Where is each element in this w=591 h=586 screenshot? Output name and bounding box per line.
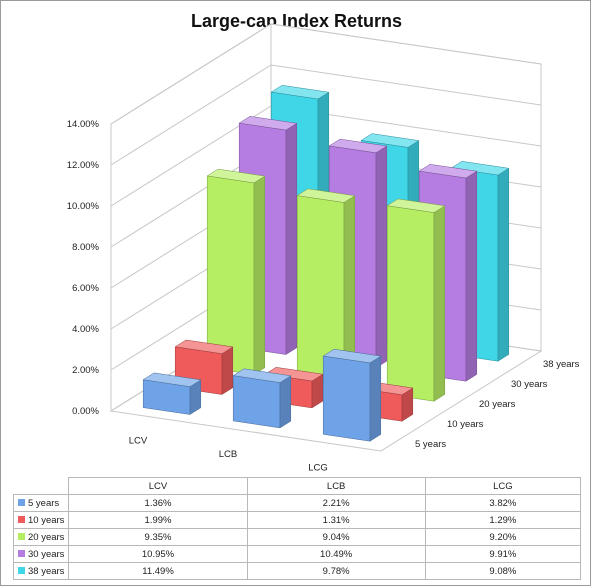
depth-series-label: 20 years xyxy=(479,399,516,410)
bar-lcv-5-years xyxy=(142,372,202,415)
depth-series-label: 10 years xyxy=(447,419,484,430)
bar-top-face xyxy=(174,339,234,354)
table-header-row: LCV LCB LCG xyxy=(13,477,582,495)
bar-top-face xyxy=(142,372,202,387)
table-cell: 9.04% xyxy=(246,528,426,546)
bar-side-face xyxy=(375,145,388,369)
table-cell: 9.78% xyxy=(246,562,426,580)
chart-title: Large-cap Index Returns xyxy=(190,11,403,31)
legend-swatch xyxy=(18,516,25,524)
table-corner xyxy=(13,477,70,495)
bar-lcv-20-years xyxy=(206,168,266,375)
bar-side-face xyxy=(433,205,446,402)
table-cell: 3.82% xyxy=(424,494,582,512)
bar-lcg-5-years xyxy=(322,348,382,442)
legend-swatch xyxy=(18,550,25,558)
legend-entry: 20 years xyxy=(12,528,70,546)
table-cell: 9.91% xyxy=(424,545,582,563)
legend-label: 10 years xyxy=(28,514,65,526)
bar-top-face xyxy=(296,188,356,203)
bar-side-face xyxy=(497,167,510,362)
table-col-header: LCB xyxy=(246,477,426,495)
table-cell: 1.29% xyxy=(424,511,582,529)
bar-front-face xyxy=(386,205,435,402)
x-category-label: LCG xyxy=(308,462,328,471)
y-tick-label: 4.00% xyxy=(72,324,99,335)
y-tick-label: 12.00% xyxy=(67,160,100,171)
legend-label: 20 years xyxy=(28,531,65,543)
bar-side-face xyxy=(369,355,382,442)
table-cell: 1.36% xyxy=(68,494,248,512)
bar-front-face xyxy=(322,355,371,442)
table-col-header: LCG xyxy=(424,477,582,495)
legend-swatch xyxy=(18,533,25,541)
table-row: 20 years 9.35% 9.04% 9.20% xyxy=(12,528,582,546)
legend-swatch xyxy=(18,499,25,507)
table-row: 30 years 10.95% 10.49% 9.91% xyxy=(12,545,582,563)
legend-entry: 30 years xyxy=(12,545,70,563)
y-tick-label: 10.00% xyxy=(67,201,100,212)
legend-entry: 38 years xyxy=(12,562,70,580)
table-row: 5 years 1.36% 2.21% 3.82% xyxy=(12,494,582,512)
bar-side-face xyxy=(465,170,478,382)
gridline xyxy=(110,64,542,166)
bar-top-face xyxy=(386,198,446,213)
y-tick-label: 2.00% xyxy=(72,365,99,376)
table-col-header: LCV xyxy=(68,477,248,495)
bar-lcb-5-years xyxy=(232,368,292,429)
data-table: LCV LCB LCG 5 years 1.36% 2.21% 3.82% 10 yea… xyxy=(12,477,582,580)
y-tick-label: 6.00% xyxy=(72,283,99,294)
bar-top-face xyxy=(328,138,388,154)
x-category-label: LCV xyxy=(129,436,148,447)
legend-entry: 5 years xyxy=(12,494,70,512)
bar-side-face xyxy=(253,175,266,375)
bar-top-face xyxy=(270,85,330,100)
table-row: 38 years 11.49% 9.78% 9.08% xyxy=(12,562,582,580)
bar-front-face xyxy=(232,375,281,429)
legend-entry: 10 years xyxy=(12,511,70,529)
y-tick-label: 8.00% xyxy=(72,242,99,253)
y-tick-label: 0.00% xyxy=(72,406,99,417)
table-cell: 1.99% xyxy=(68,511,248,529)
y-tick-label: 14.00% xyxy=(67,119,100,130)
table-cell: 9.35% xyxy=(68,528,248,546)
table-cell: 2.21% xyxy=(246,494,426,512)
bar-top-face xyxy=(418,164,478,179)
table-cell: 1.31% xyxy=(246,511,426,529)
bar-top-face xyxy=(206,168,266,184)
depth-series-label: 38 years xyxy=(543,359,580,370)
depth-series-label: 30 years xyxy=(511,379,548,390)
bar-top-face xyxy=(360,133,420,148)
bar-top-face xyxy=(238,116,298,131)
bar-top-face xyxy=(450,161,510,176)
bar-top-face xyxy=(232,368,292,383)
bar-side-face xyxy=(279,375,292,429)
bar-lcg-20-years xyxy=(386,198,446,402)
legend-label: 5 years xyxy=(28,497,60,509)
bar-side-face xyxy=(285,122,298,355)
legend-swatch xyxy=(18,567,25,575)
table-cell: 9.20% xyxy=(424,528,582,546)
bar-side-face xyxy=(221,346,234,395)
table-row: 10 years 1.99% 1.31% 1.29% xyxy=(12,511,582,529)
x-category-label: LCB xyxy=(219,449,237,460)
bar-top-face xyxy=(264,367,324,382)
table-cell: 9.08% xyxy=(424,562,582,580)
table-cell: 11.49% xyxy=(68,562,248,580)
table-cell: 10.95% xyxy=(68,545,248,563)
gridline xyxy=(110,23,542,125)
bar-top-face xyxy=(322,348,382,364)
chart-plot: 0.00% 2.00% 4.00% 6.00% 8.00% 10.00% 12.00% 14.… xyxy=(67,23,580,471)
bar-lcb-20-years xyxy=(296,188,356,389)
table-cell: 10.49% xyxy=(246,545,426,563)
legend-label: 38 years xyxy=(28,565,65,577)
depth-series-label: 5 years xyxy=(415,439,446,450)
legend-label: 30 years xyxy=(28,548,65,560)
